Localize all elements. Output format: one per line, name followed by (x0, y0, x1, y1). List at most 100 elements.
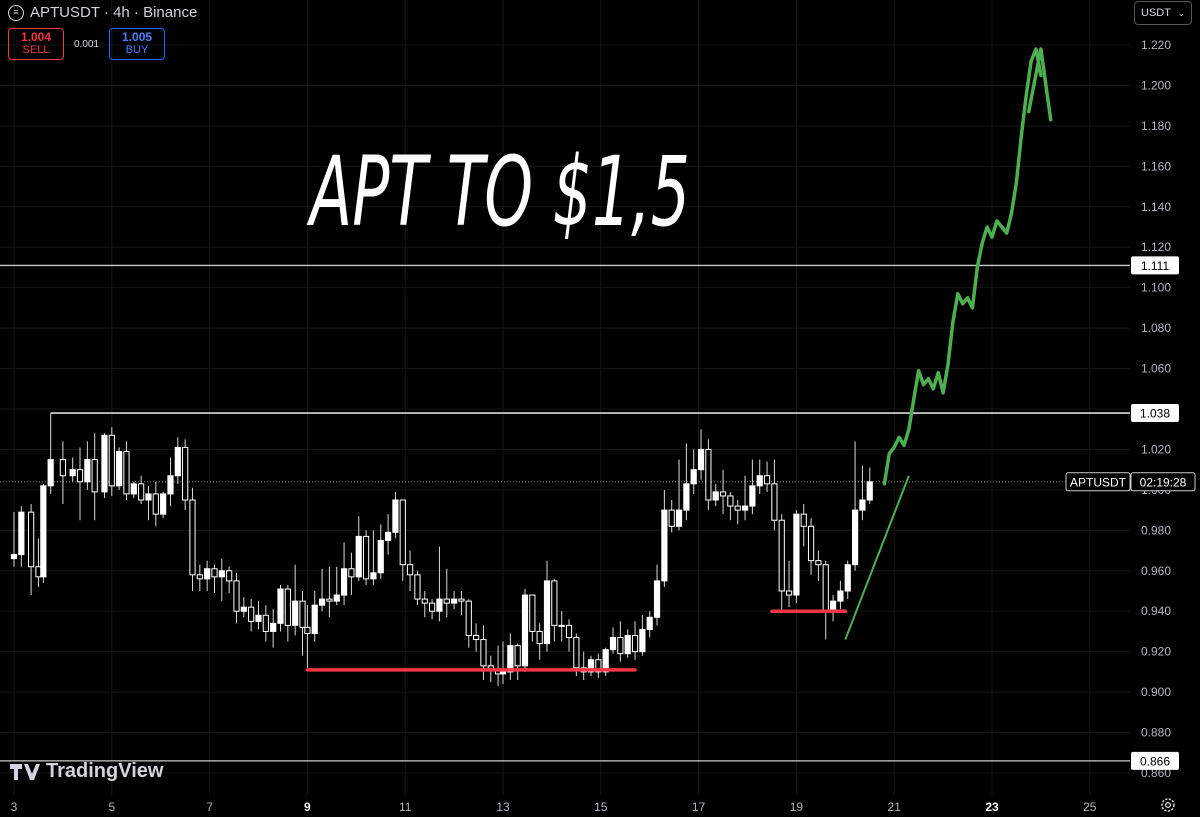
candle[interactable] (116, 447, 123, 490)
candle[interactable] (741, 475, 749, 521)
candle[interactable] (771, 459, 778, 531)
candle[interactable] (76, 447, 84, 521)
candle[interactable] (595, 653, 602, 678)
candle[interactable] (160, 491, 167, 519)
buy-button[interactable]: 1.005 BUY (109, 28, 166, 60)
candle[interactable] (851, 441, 859, 571)
candle[interactable] (521, 588, 529, 672)
candle[interactable] (837, 580, 844, 610)
candle[interactable] (421, 591, 428, 618)
candle[interactable] (355, 516, 362, 581)
candle[interactable] (370, 530, 377, 585)
candle[interactable] (84, 441, 91, 490)
candle[interactable] (815, 550, 822, 581)
candle[interactable] (262, 605, 269, 642)
candle[interactable] (756, 459, 763, 494)
candle[interactable] (514, 643, 521, 680)
candle[interactable] (204, 560, 211, 591)
candle[interactable] (226, 566, 233, 594)
candle[interactable] (653, 564, 661, 626)
candle[interactable] (399, 499, 406, 581)
candle[interactable] (189, 487, 196, 591)
candle[interactable] (587, 655, 595, 676)
candle[interactable] (697, 429, 705, 480)
candle[interactable] (565, 619, 573, 652)
candle[interactable] (362, 530, 370, 585)
candle[interactable] (240, 597, 247, 618)
candle[interactable] (414, 570, 421, 606)
candle[interactable] (617, 621, 624, 662)
candle[interactable] (793, 510, 800, 604)
candle[interactable] (182, 439, 189, 511)
candle[interactable] (778, 514, 785, 612)
candle[interactable] (443, 568, 450, 618)
candle[interactable] (602, 647, 609, 676)
candle[interactable] (499, 641, 507, 685)
candle[interactable] (284, 584, 291, 642)
symbol-header[interactable]: ≡ APTUSDT · 4h · Binance (8, 4, 197, 21)
candle[interactable] (333, 566, 340, 606)
candle[interactable] (299, 591, 306, 656)
candle[interactable] (639, 615, 646, 656)
candle[interactable] (47, 413, 54, 494)
projection-arrow[interactable] (882, 47, 1043, 486)
candle[interactable] (436, 546, 443, 622)
candle[interactable] (428, 599, 436, 620)
candle[interactable] (340, 542, 348, 606)
candle[interactable] (458, 591, 465, 616)
candle[interactable] (719, 469, 727, 515)
candle[interactable] (866, 467, 873, 505)
candle[interactable] (829, 595, 837, 622)
candle[interactable] (326, 566, 333, 618)
candle[interactable] (196, 564, 203, 591)
candle[interactable] (749, 459, 756, 515)
sell-button[interactable]: 1.004 SELL (8, 28, 64, 60)
candle[interactable] (543, 560, 551, 652)
candle[interactable] (859, 465, 866, 521)
candle[interactable] (624, 629, 631, 658)
candle[interactable] (609, 627, 617, 654)
candle[interactable] (668, 500, 675, 533)
candle[interactable] (167, 457, 174, 507)
candle[interactable] (406, 550, 414, 591)
candle[interactable] (18, 506, 25, 567)
trend-line[interactable] (844, 475, 910, 640)
candle[interactable] (384, 514, 392, 555)
candle[interactable] (28, 504, 35, 596)
candle[interactable] (551, 578, 558, 642)
gear-icon[interactable] (1160, 797, 1176, 813)
candle[interactable] (348, 552, 355, 596)
candle[interactable] (255, 601, 262, 630)
candle[interactable] (377, 524, 384, 579)
candle[interactable] (292, 564, 299, 636)
currency-select[interactable]: USDT ⌄ (1134, 1, 1192, 25)
candle[interactable] (480, 625, 487, 680)
candle[interactable] (233, 572, 240, 624)
candle[interactable] (558, 611, 565, 642)
candle[interactable] (304, 605, 311, 668)
candle[interactable] (123, 441, 130, 500)
candle[interactable] (822, 560, 829, 640)
candle[interactable] (152, 481, 159, 527)
candle[interactable] (145, 485, 152, 521)
candle[interactable] (646, 611, 653, 638)
candle[interactable] (580, 651, 587, 680)
candle[interactable] (727, 491, 734, 521)
candle[interactable] (40, 483, 47, 583)
candle[interactable] (318, 568, 326, 612)
candle[interactable] (675, 459, 683, 531)
candle[interactable] (311, 591, 318, 642)
candle[interactable] (712, 483, 719, 507)
candle[interactable] (631, 621, 639, 660)
candle[interactable] (507, 633, 514, 680)
candle[interactable] (785, 560, 793, 608)
candle[interactable] (10, 512, 18, 567)
candle[interactable] (451, 591, 458, 610)
candle[interactable] (465, 599, 472, 648)
candle[interactable] (91, 433, 98, 521)
candle[interactable] (138, 475, 145, 505)
candle[interactable] (844, 560, 851, 600)
candle[interactable] (248, 599, 255, 632)
candle[interactable] (690, 449, 697, 494)
candle[interactable] (270, 609, 277, 648)
